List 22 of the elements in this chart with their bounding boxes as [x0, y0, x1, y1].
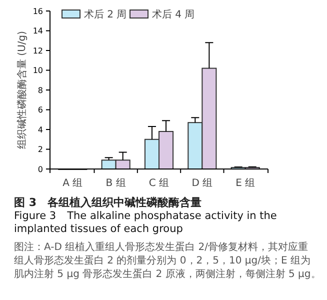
legend-label: 术后 4 周 [152, 8, 195, 20]
y-tick-label: 0 [38, 164, 43, 174]
text: 图 3 各组植入组织中碱性磷酸酶含量 [14, 196, 202, 209]
text: 组人骨形态发生蛋白 2 的剂量分别为 0，2，5，10 μg/块；E 组为 [14, 254, 310, 266]
x-tick-label: E 组 [236, 177, 256, 189]
text: 图注：A-D 组植入重组人骨形态发生蛋白 2/骨修复材料，其对应重 [14, 241, 308, 253]
y-tick-label: 10 [32, 66, 43, 76]
x-tick-label: A 组 [62, 177, 83, 189]
x-tick-label: C 组 [148, 177, 170, 189]
y-tick-label: 14 [32, 26, 43, 36]
y-tick-label: 8 [38, 86, 43, 95]
y-tick-label: 12 [32, 46, 43, 56]
y-tick-label: 2 [38, 145, 43, 154]
text: Figure 3 The alkaline phosphatase activity in the implanted tissues of each group [14, 210, 278, 236]
legend-label: 术后 2 周 [84, 8, 127, 20]
y-tick-label: 16 [32, 6, 43, 16]
text: 肌内注射 5 μg 骨形态发生蛋白 2 原液，两侧注射，每侧注射 5 μg。 [14, 268, 321, 280]
y-axis-title: 组织碱性磷酸酶含量 (U/g) [16, 30, 28, 150]
x-tick-label: B 组 [106, 177, 126, 189]
x-tick-label: D 组 [192, 177, 213, 189]
y-tick-label: 6 [38, 106, 43, 115]
y-tick-label: 4 [38, 125, 43, 134]
